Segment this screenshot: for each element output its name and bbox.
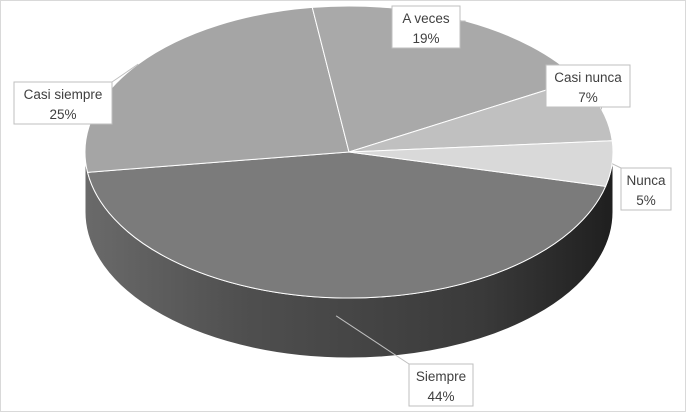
data-label-category-a-veces: A veces — [402, 11, 450, 26]
data-label-box-casi-siempre — [13, 81, 113, 125]
data-label-value-casi-siempre: 25% — [49, 107, 76, 122]
pie-top-layer — [84, 5, 614, 299]
data-label-value-casi-nunca: 7% — [578, 90, 598, 105]
leader-line-nunca — [611, 163, 622, 169]
data-label-category-siempre: Siempre — [416, 369, 466, 384]
pie-slice-a-veces[interactable] — [311, 5, 580, 153]
data-label-box-a-veces — [391, 5, 461, 49]
data-label-box-casi-nunca — [545, 64, 631, 108]
pie-slice-casi-siempre[interactable] — [84, 6, 350, 173]
data-label-layer: Siempre 44% Casi siempre 25% A veces 19% Casi … — [13, 5, 672, 407]
data-label-value-nunca: 5% — [636, 193, 656, 208]
data-label-category-nunca: Nunca — [626, 173, 666, 188]
pie-slice-nunca[interactable] — [348, 140, 614, 187]
data-label-value-a-veces: 19% — [412, 31, 439, 46]
data-label-category-casi-nunca: Casi nunca — [554, 70, 622, 85]
leader-line-casi-siempre — [111, 63, 139, 83]
data-label-box-nunca — [620, 167, 672, 211]
data-label-value-siempre: 44% — [427, 389, 454, 404]
pie-slice-siempre[interactable] — [86, 151, 607, 299]
data-label-box-siempre — [408, 363, 474, 407]
leader-line-siempre — [335, 315, 410, 365]
data-label-category-casi-siempre: Casi siempre — [24, 87, 103, 102]
